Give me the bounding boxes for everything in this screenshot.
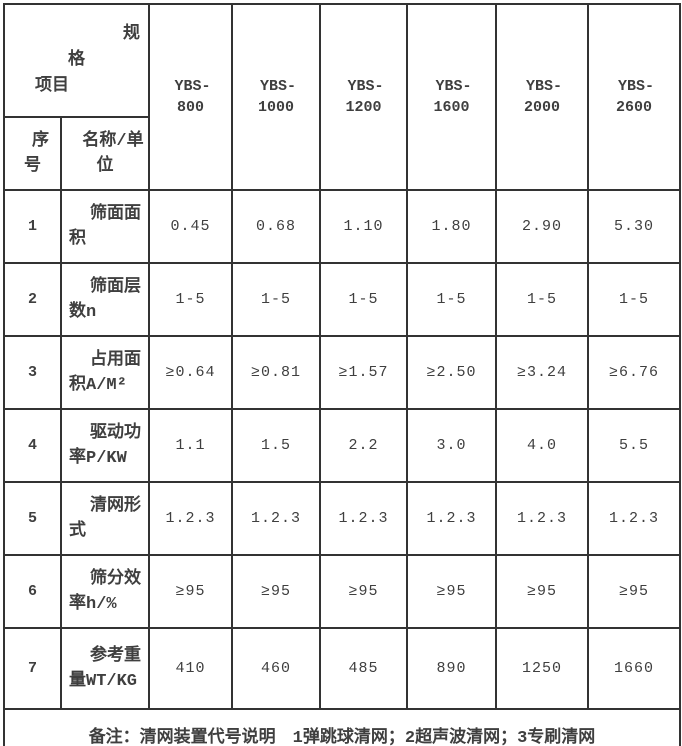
value-cell: 5.30 [587,189,681,264]
row-index: 7 [3,627,62,710]
col-header-index: 序 号 [3,116,62,191]
value-cell: 0.45 [148,189,233,264]
row-index: 5 [3,481,62,556]
row-index: 3 [3,335,62,410]
spec-table: 规 格 项目 YBS- 800 YBS- 1000 YBS- 1200 YBS-… [3,3,681,746]
row-label: 筛分效 率h/% [60,554,150,629]
value-cell: ≥95 [148,554,233,629]
value-cell: 3.0 [406,408,497,483]
corner-spec-char-2: 格 [68,50,85,70]
value-cell: 1.10 [319,189,408,264]
value-cell: 1-5 [231,262,321,337]
value-cell: 1-5 [406,262,497,337]
value-cell: ≥95 [319,554,408,629]
col-header-ybs-1000: YBS- 1000 [231,3,321,191]
value-cell: 1.80 [406,189,497,264]
value-cell: 1-5 [587,262,681,337]
row-index: 6 [3,554,62,629]
corner-item-label: 项目 [35,76,69,96]
col-header-ybs-2000: YBS- 2000 [495,3,589,191]
value-cell: ≥3.24 [495,335,589,410]
row-label: 占用面 积A/M² [60,335,150,410]
row-index: 1 [3,189,62,264]
row-label: 清网形 式 [60,481,150,556]
value-cell: 1.2.3 [587,481,681,556]
table-row-cleaning-type: 5 清网形 式 1.2.3 1.2.3 1.2.3 1.2.3 1.2.3 1.… [3,481,681,556]
value-cell: 1660 [587,627,681,710]
value-cell: 410 [148,627,233,710]
value-cell: ≥2.50 [406,335,497,410]
table-row-screen-layers: 2 筛面层 数n 1-5 1-5 1-5 1-5 1-5 1-5 [3,262,681,337]
row-label: 筛面层 数n [60,262,150,337]
value-cell: 2.2 [319,408,408,483]
col-header-ybs-1600: YBS- 1600 [406,3,497,191]
row-label: 参考重 量WT/KG [60,627,150,710]
value-cell: ≥95 [406,554,497,629]
table-row-occupied-area: 3 占用面 积A/M² ≥0.64 ≥0.81 ≥1.57 ≥2.50 ≥3.2… [3,335,681,410]
value-cell: 1.5 [231,408,321,483]
value-cell: 0.68 [231,189,321,264]
value-cell: 460 [231,627,321,710]
table-row-drive-power: 4 驱动功 率P/KW 1.1 1.5 2.2 3.0 4.0 5.5 [3,408,681,483]
col-header-ybs-1200: YBS- 1200 [319,3,408,191]
value-cell: 1.2.3 [231,481,321,556]
header-row-sub: 序 号 名称/单 位 [3,116,680,191]
header-row-top: 规 格 项目 YBS- 800 YBS- 1000 YBS- 1200 YBS-… [3,3,681,191]
value-cell: 1-5 [148,262,233,337]
value-cell: 4.0 [495,408,589,483]
row-index: 2 [3,262,62,337]
col-header-ybs-2600: YBS- 2600 [587,3,681,191]
footer-note: 备注：清网装置代号说明 1弹跳球清网；2超声波清网；3专刷清网 [3,708,681,746]
col-header-ybs-800: YBS- 800 [148,3,233,191]
value-cell: 1.2.3 [406,481,497,556]
col-header-name-unit: 名称/单 位 [60,116,150,191]
value-cell: 1.2.3 [495,481,589,556]
value-cell: 1-5 [495,262,589,337]
footer-note-row: 备注：清网装置代号说明 1弹跳球清网；2超声波清网；3专刷清网 [3,708,681,746]
value-cell: 890 [406,627,497,710]
table-row-reference-weight: 7 参考重 量WT/KG 410 460 485 890 1250 1660 [3,627,681,710]
value-cell: ≥1.57 [319,335,408,410]
value-cell: 5.5 [587,408,681,483]
table-row-screening-efficiency: 6 筛分效 率h/% ≥95 ≥95 ≥95 ≥95 ≥95 ≥95 [3,554,681,629]
value-cell: ≥0.64 [148,335,233,410]
value-cell: ≥6.76 [587,335,681,410]
value-cell: 2.90 [495,189,589,264]
row-label: 驱动功 率P/KW [60,408,150,483]
value-cell: ≥95 [587,554,681,629]
row-index: 4 [3,408,62,483]
value-cell: 1250 [495,627,589,710]
value-cell: 1.1 [148,408,233,483]
value-cell: 1.2.3 [319,481,408,556]
row-label: 筛面面 积 [60,189,150,264]
value-cell: ≥95 [231,554,321,629]
value-cell: 485 [319,627,408,710]
table-row-screen-area: 1 筛面面 积 0.45 0.68 1.10 1.80 2.90 5.30 [3,189,681,264]
value-cell: ≥95 [495,554,589,629]
corner-spec-char-1: 规 [123,24,140,44]
value-cell: 1-5 [319,262,408,337]
value-cell: 1.2.3 [148,481,233,556]
corner-header-cell: 规 格 项目 [3,3,150,118]
value-cell: ≥0.81 [231,335,321,410]
